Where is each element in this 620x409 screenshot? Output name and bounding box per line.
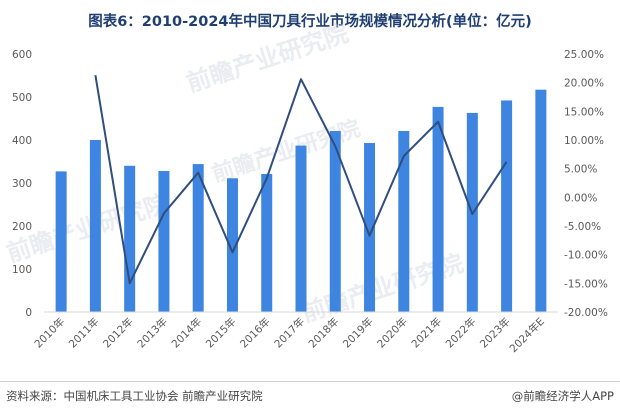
left-axis-tick: 200	[12, 221, 32, 233]
x-axis-tick: 2016年	[237, 315, 273, 351]
x-axis-tick: 2013年	[135, 315, 171, 351]
x-axis-tick: 2012年	[100, 315, 136, 351]
right-axis-tick: 25.00%	[564, 49, 604, 61]
source-text: 资料来源：中国机床工具工业协会 前瞻产业研究院	[6, 388, 263, 403]
bar	[192, 164, 204, 312]
footer: 资料来源：中国机床工具工业协会 前瞻产业研究院 @前瞻经济学人APP	[0, 381, 620, 409]
bar	[295, 145, 307, 312]
right-axis-tick: -20.00%	[564, 307, 608, 319]
bar	[89, 140, 101, 312]
bar	[398, 130, 410, 312]
bar	[364, 143, 376, 312]
bar	[55, 171, 67, 312]
left-axis-tick: 100	[12, 264, 32, 276]
right-axis-tick: 10.00%	[564, 135, 604, 147]
left-axis-tick: 500	[12, 92, 32, 104]
growth-line-series	[94, 75, 508, 285]
x-axis-tick: 2010年	[32, 315, 68, 351]
x-axis-tick: 2017年	[272, 315, 308, 351]
right-axis-tick: 0.00%	[564, 192, 597, 204]
bar	[501, 100, 513, 312]
growth-line	[94, 75, 508, 285]
x-axis-tick: 2024年E	[507, 315, 547, 355]
bar	[226, 178, 238, 312]
bar	[329, 130, 341, 312]
bar-series	[55, 89, 547, 312]
watermark-text: 前瞻产业研究院	[183, 19, 351, 98]
brand-text: @前瞻经济学人APP	[511, 388, 614, 403]
left-axis-tick: 0	[25, 307, 32, 319]
bar	[432, 106, 444, 312]
right-axis-tick: 15.00%	[564, 106, 604, 118]
right-axis-tick: 20.00%	[564, 78, 604, 90]
x-axis-tick: 2023年	[477, 315, 513, 351]
right-axis-labels: -20.00% -15.00% -10.00% -5.00% 0.00% 5.00% 10.…	[564, 49, 608, 319]
right-axis-tick: 5.00%	[564, 164, 597, 176]
x-axis-tick: 2022年	[443, 315, 479, 351]
x-axis-labels: 2010年 2011年 2012年 2013年 2014年 2015年 2016年 2017年…	[32, 315, 547, 355]
right-axis-tick: -5.00%	[564, 221, 601, 233]
right-axis-tick: -15.00%	[564, 278, 608, 290]
bar	[158, 170, 170, 312]
left-axis-tick: 300	[12, 178, 32, 190]
x-axis-tick: 2015年	[203, 315, 239, 351]
x-axis-tick: 2020年	[374, 315, 410, 351]
bar	[535, 89, 547, 312]
chart-title: 图表6：2010-2024年中国刀具行业市场规模情况分析(单位：亿元)	[88, 14, 532, 30]
left-axis-labels: 0 100 200 300 400 500 600	[12, 49, 32, 319]
chart-canvas: 前瞻产业研究院 前瞻产业研究院 前瞻产业研究院 前瞻产业研究院 01002003…	[3, 19, 608, 355]
left-axis-tick: 600	[12, 49, 32, 61]
bar	[261, 173, 273, 312]
x-axis-tick: 2019年	[340, 315, 376, 351]
bar	[124, 165, 136, 312]
left-axis-tick: 400	[12, 135, 32, 147]
x-axis-tick: 2014年	[169, 315, 205, 351]
right-axis-tick: -10.00%	[564, 250, 608, 262]
x-axis-tick: 2021年	[409, 315, 445, 351]
x-axis-tick: 2011年	[66, 315, 102, 351]
